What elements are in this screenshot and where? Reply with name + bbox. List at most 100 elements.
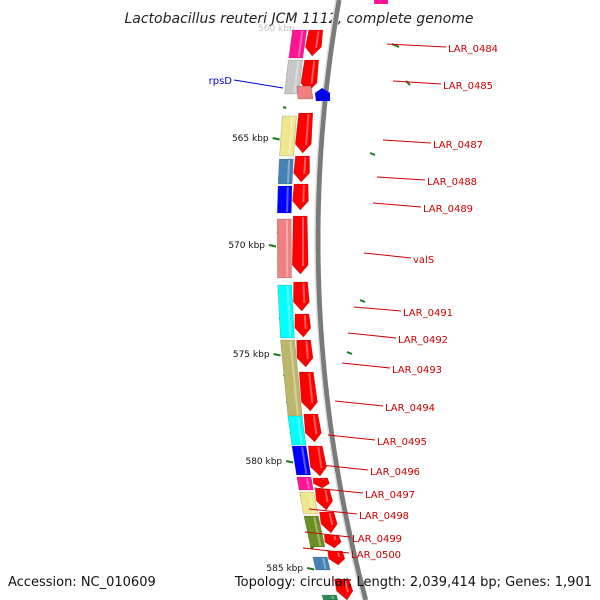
gene-label-LAR_0497: LAR_0497 bbox=[365, 490, 415, 501]
label-leader-LAR_0495 bbox=[327, 434, 376, 441]
gene-layer bbox=[276, 0, 388, 600]
gene-minus-g10 bbox=[298, 371, 318, 412]
gene-label-LAR_0487: LAR_0487 bbox=[433, 140, 483, 151]
gene-minus-g2-shine bbox=[310, 60, 316, 85]
label-leader-LAR_0498 bbox=[308, 508, 358, 515]
gene-minus-g15 bbox=[319, 511, 338, 534]
label-leader-LAR_0493 bbox=[341, 362, 391, 369]
gene-label-LAR_0492: LAR_0492 bbox=[398, 335, 448, 346]
major-tick bbox=[272, 137, 280, 141]
gene-label-LAR_0499: LAR_0499 bbox=[352, 534, 402, 545]
gene-minus-g11 bbox=[303, 413, 322, 443]
label-leader-LAR_0491 bbox=[353, 306, 402, 312]
gene-cog-c1 bbox=[288, 29, 308, 59]
gene-minus-g15-shine bbox=[328, 512, 334, 526]
gene-minus-g18 bbox=[334, 578, 354, 600]
gene-minus-g16-shine bbox=[333, 535, 337, 541]
gene-cog-c5-shine bbox=[286, 186, 289, 213]
topology-text: Topology: circular; Length: 2,039,414 bp… bbox=[234, 575, 592, 590]
gene-cog-c6 bbox=[276, 218, 292, 279]
label-leader-LAR_0487 bbox=[382, 139, 432, 144]
gene-label-LAR_0485: LAR_0485 bbox=[443, 81, 493, 92]
gene-minus-g1-shine bbox=[315, 30, 320, 49]
gene-cog-c10 bbox=[291, 445, 312, 476]
gene-cog-c14-shine bbox=[322, 557, 327, 570]
gene-cog-c1-shine bbox=[297, 30, 304, 58]
gene-cog-c2 bbox=[284, 59, 303, 95]
gene-minus-g9-shine bbox=[305, 340, 309, 360]
gene-rpsD-cog bbox=[296, 85, 314, 100]
gene-label-LAR_0493: LAR_0493 bbox=[392, 365, 442, 376]
gene-label-LAR_0491: LAR_0491 bbox=[403, 308, 453, 319]
gene-minus-g1 bbox=[304, 29, 324, 57]
gene-minus-g14-shine bbox=[324, 489, 329, 503]
gene-rpsD-arrow bbox=[315, 88, 330, 101]
tick-label: 570 kbp bbox=[228, 241, 265, 251]
tick-label: 565 kbp bbox=[232, 134, 269, 144]
gene-fragment-top bbox=[374, 0, 388, 4]
gene-minus-g7 bbox=[293, 281, 310, 312]
gene-cog-c13 bbox=[303, 515, 326, 548]
gene-minus-g3 bbox=[294, 112, 314, 154]
gene-label-LAR_0488: LAR_0488 bbox=[427, 177, 477, 188]
gene-cog-c13-shine bbox=[313, 516, 322, 547]
gene-minus-g10-shine bbox=[308, 372, 314, 404]
gene-minus-g8-shine bbox=[303, 314, 307, 330]
minor-tick bbox=[282, 106, 287, 109]
gene-cog-c4-shine bbox=[286, 159, 291, 184]
tick-label: 575 kbp bbox=[233, 350, 270, 360]
gene-cog-c10-shine bbox=[301, 446, 308, 475]
minor-tick bbox=[310, 546, 314, 549]
gene-cog-c3-shine bbox=[288, 116, 294, 156]
major-tick bbox=[285, 460, 294, 464]
gene-label-LAR_0484: LAR_0484 bbox=[448, 44, 498, 55]
gene-cog-c4 bbox=[277, 158, 294, 185]
gene-minus-g5-shine bbox=[302, 184, 305, 203]
gene-cog-c8-shine bbox=[289, 340, 299, 418]
gene-minus-g4-shine bbox=[303, 156, 307, 175]
gene-cog-c9-shine bbox=[296, 416, 303, 445]
gene-cog-c2-shine bbox=[293, 60, 300, 94]
major-tick bbox=[273, 353, 281, 357]
gene-minus-g17 bbox=[327, 550, 346, 566]
outer-marker bbox=[346, 351, 353, 355]
gene-minus-g4 bbox=[293, 155, 310, 183]
gene-cog-c3 bbox=[279, 115, 297, 157]
gene-label-LAR_0489: LAR_0489 bbox=[423, 204, 473, 215]
gene-label-valS: valS bbox=[413, 255, 434, 266]
outer-marker bbox=[369, 152, 376, 156]
gene-minus-g11-shine bbox=[312, 414, 318, 435]
outer-marker bbox=[359, 299, 366, 303]
gene-cog-c15 bbox=[321, 594, 339, 600]
label-leader-LAR_0489 bbox=[372, 202, 422, 208]
gene-minus-g17-shine bbox=[337, 551, 341, 558]
tick-label: 585 kbp bbox=[266, 564, 303, 574]
gene-cog-c7-shine bbox=[286, 285, 292, 338]
gene-label-LAR_0495: LAR_0495 bbox=[377, 437, 427, 448]
gene-minus-g14 bbox=[314, 488, 334, 511]
gene-cog-c5 bbox=[276, 185, 293, 214]
label-leader-LAR_0497 bbox=[313, 487, 364, 494]
label-leader-LAR_0499 bbox=[304, 531, 351, 538]
label-leader-LAR_0485 bbox=[392, 80, 442, 85]
tick-label-cut: 560 kbp bbox=[258, 24, 295, 34]
label-leader-LAR_0494 bbox=[334, 400, 384, 407]
gene-minus-g3-shine bbox=[305, 113, 310, 146]
gene-label-LAR_0500: LAR_0500 bbox=[351, 550, 401, 561]
label-leader-rpsD bbox=[233, 79, 284, 89]
gene-minus-g8 bbox=[294, 313, 312, 338]
gene-cog-c12 bbox=[299, 491, 319, 515]
gene-cog-c14 bbox=[312, 556, 331, 571]
label-leader-LAR_0500 bbox=[302, 547, 350, 554]
gene-minus-g12 bbox=[307, 445, 327, 477]
gene-minus-g5 bbox=[292, 183, 309, 211]
label-leader-valS bbox=[363, 252, 412, 259]
gene-cog-c15-shine bbox=[331, 595, 335, 600]
gene-cog-c11 bbox=[296, 476, 314, 491]
gene-cog-c7 bbox=[277, 284, 295, 339]
accession-text: Accession: NC_010609 bbox=[8, 575, 156, 590]
major-tick bbox=[268, 244, 277, 248]
gene-minus-g12-shine bbox=[317, 446, 323, 469]
gene-label-LAR_0496: LAR_0496 bbox=[370, 467, 420, 478]
